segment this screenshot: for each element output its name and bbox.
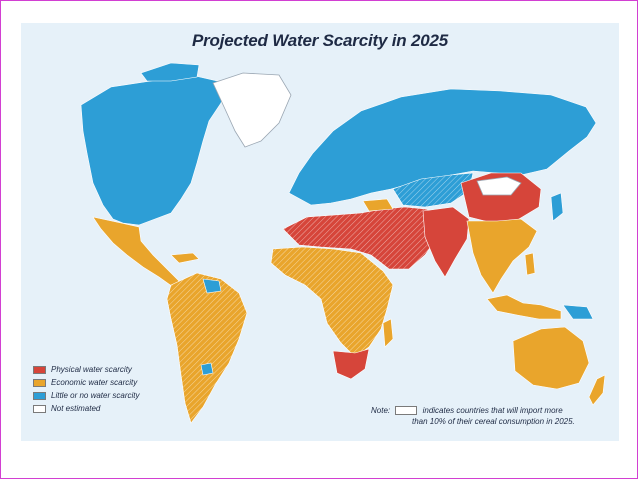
import-note: Note: indicates countries that will impo… [371,405,575,427]
southern-africa [332,348,370,380]
legend-label: Physical water scarcity [51,365,132,374]
madagascar [382,318,394,348]
swatch-economic [33,378,46,387]
legend-item-physical: Physical water scarcity [33,363,139,376]
arctic-islands [140,62,200,82]
legend: Physical water scarcity Economic water s… [33,363,139,415]
uruguay-region [200,362,214,376]
indonesia [486,294,562,320]
australia [512,326,590,390]
new-guinea [562,304,594,320]
legend-item-little: Little or no water scarcity [33,389,139,402]
north-america [80,74,227,226]
japan [550,192,564,222]
note-line1: indicates countries that will import mor… [422,406,563,415]
legend-label: Little or no water scarcity [51,391,140,400]
legend-label: Economic water scarcity [51,378,138,387]
swatch-not-estimated [33,404,46,413]
south-china-se-asia [466,218,538,294]
note-line2: than 10% of their cereal consumption in … [412,417,575,426]
swatch-little [33,391,46,400]
guiana-region [202,278,222,294]
europe-russia [288,88,597,206]
philippines [524,252,536,276]
turkey-region [362,198,394,212]
mongolia [476,176,522,196]
swatch-physical [33,365,46,374]
south-asia [422,206,470,278]
hatch-swatch [395,406,418,416]
legend-item-economic: Economic water scarcity [33,376,139,389]
new-zealand [588,374,606,406]
note-prefix: Note: [371,406,391,415]
map-panel: Projected Water Scarcity in 2025 Physica… [21,23,619,441]
legend-item-not-estimated: Not estimated [33,402,139,415]
map-title: Projected Water Scarcity in 2025 [192,31,448,50]
greenland [212,72,292,148]
world-map [80,62,606,424]
caribbean [170,252,200,264]
mexico-central-america [92,216,180,288]
legend-label: Not estimated [51,404,101,413]
